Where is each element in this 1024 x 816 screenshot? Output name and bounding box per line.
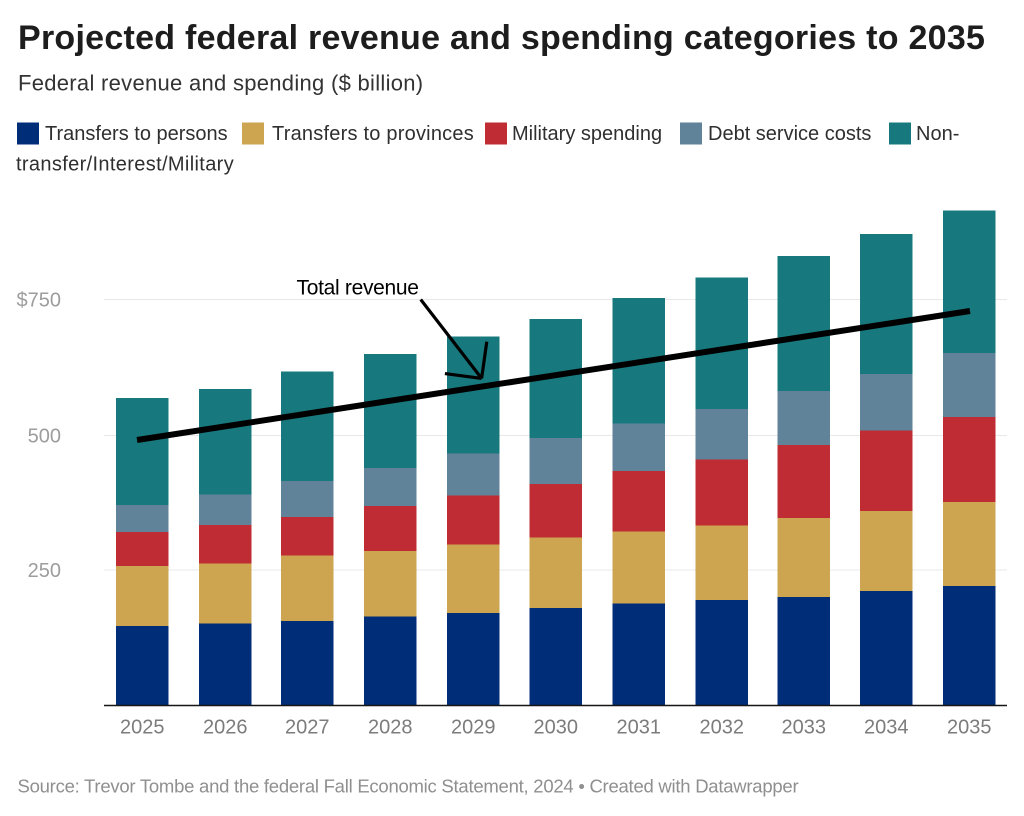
svg-text:Non-: Non-	[916, 123, 959, 145]
svg-text:2029: 2029	[451, 717, 496, 739]
svg-text:Debt service costs: Debt service costs	[708, 123, 871, 145]
svg-text:2034: 2034	[864, 717, 909, 739]
svg-text:2025: 2025	[120, 717, 165, 739]
svg-text:Transfers to persons: Transfers to persons	[45, 123, 228, 145]
svg-text:$750: $750	[17, 290, 62, 312]
svg-text:Federal revenue and spending (: Federal revenue and spending ($ billion)	[18, 71, 423, 96]
svg-text:transfer/Interest/Military: transfer/Interest/Military	[16, 154, 234, 176]
svg-text:Military spending: Military spending	[512, 123, 662, 145]
svg-text:500: 500	[28, 426, 61, 448]
svg-text:2028: 2028	[368, 717, 413, 739]
svg-text:2035: 2035	[947, 717, 992, 739]
svg-text:Source: Trevor Tombe and the f: Source: Trevor Tombe and the federal Fal…	[18, 775, 799, 796]
svg-text:2026: 2026	[203, 717, 248, 739]
svg-text:2027: 2027	[285, 717, 330, 739]
svg-text:2033: 2033	[782, 717, 827, 739]
svg-text:2032: 2032	[700, 717, 745, 739]
svg-text:2030: 2030	[534, 717, 579, 739]
svg-text:Projected federal revenue and: Projected federal revenue and spending c…	[18, 19, 985, 57]
svg-text:Total revenue: Total revenue	[297, 277, 419, 300]
svg-text:250: 250	[28, 560, 61, 582]
svg-text:Transfers to provinces: Transfers to provinces	[272, 123, 474, 145]
svg-text:2031: 2031	[617, 717, 662, 739]
